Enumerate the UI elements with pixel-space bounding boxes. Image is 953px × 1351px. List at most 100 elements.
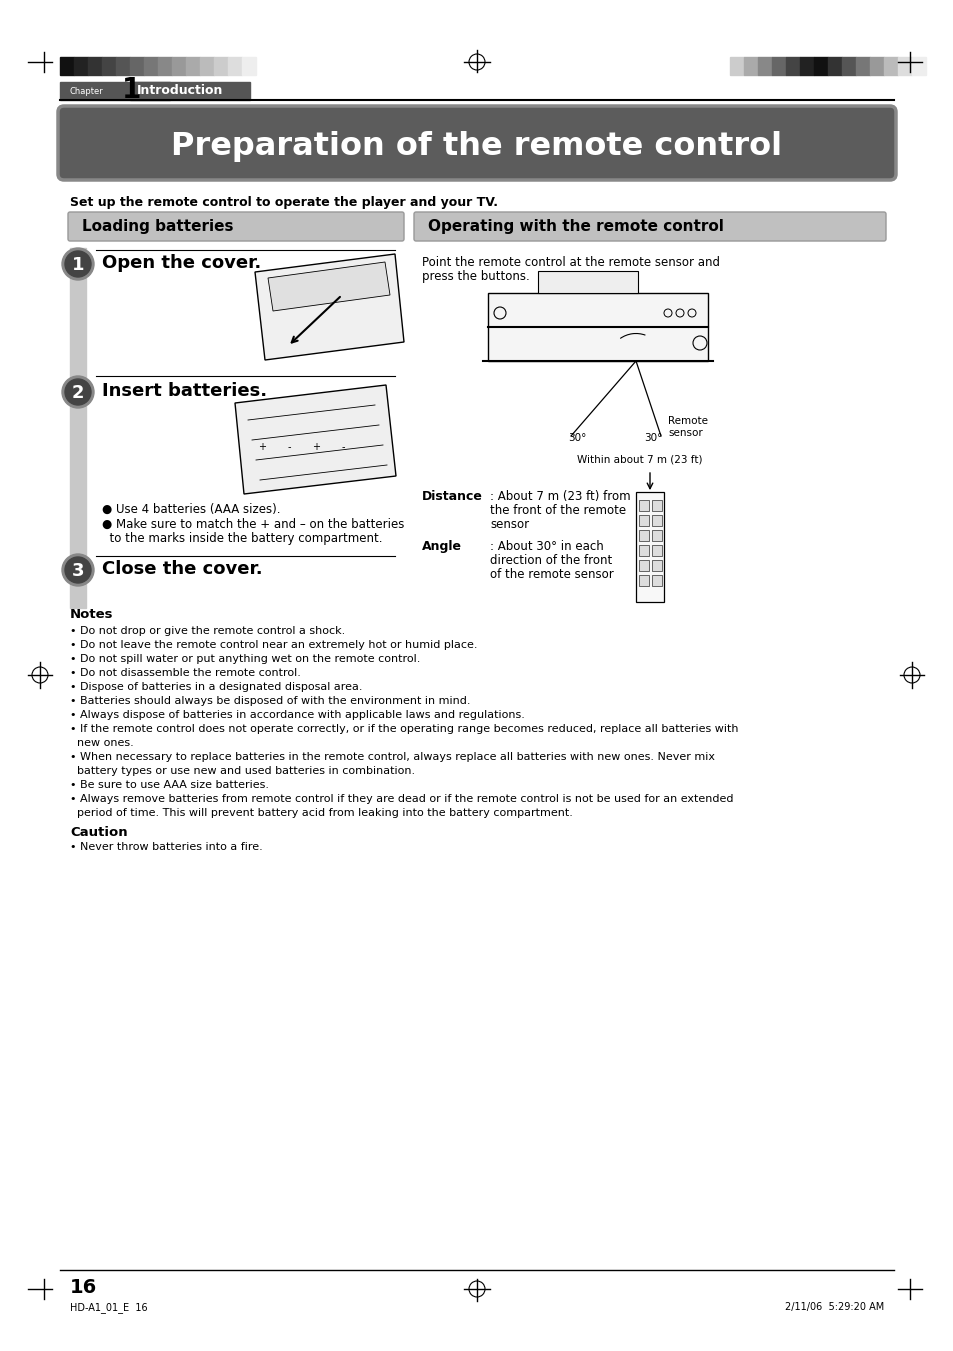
Bar <box>651 500 661 511</box>
Bar <box>88 57 102 76</box>
Text: sensor: sensor <box>490 517 529 531</box>
Text: period of time. This will prevent battery acid from leaking into the battery com: period of time. This will prevent batter… <box>70 808 572 817</box>
Text: • Batteries should always be disposed of with the environment in mind.: • Batteries should always be disposed of… <box>70 696 470 707</box>
Bar <box>827 57 841 76</box>
Bar <box>651 515 661 526</box>
Bar <box>897 57 911 76</box>
Text: • Dispose of batteries in a designated disposal area.: • Dispose of batteries in a designated d… <box>70 682 362 692</box>
Bar <box>855 57 869 76</box>
Bar <box>771 57 785 76</box>
Bar <box>841 57 855 76</box>
Bar <box>883 57 897 76</box>
Text: Insert batteries.: Insert batteries. <box>102 382 267 400</box>
Bar <box>213 57 228 76</box>
FancyBboxPatch shape <box>414 212 885 240</box>
Bar <box>74 57 88 76</box>
Bar <box>729 57 743 76</box>
Bar <box>639 544 648 557</box>
Text: the front of the remote: the front of the remote <box>490 504 625 517</box>
Text: direction of the front: direction of the front <box>490 554 612 567</box>
Text: -: - <box>341 442 344 453</box>
Bar <box>537 272 638 293</box>
Bar <box>639 576 648 586</box>
Bar <box>228 57 242 76</box>
Text: Chapter: Chapter <box>70 86 104 96</box>
Text: 30°: 30° <box>567 434 586 443</box>
Bar <box>200 57 213 76</box>
Text: • Be sure to use AAA size batteries.: • Be sure to use AAA size batteries. <box>70 780 269 790</box>
Text: new ones.: new ones. <box>70 738 133 748</box>
Bar <box>639 530 648 540</box>
Text: Point the remote control at the remote sensor and: Point the remote control at the remote s… <box>421 255 720 269</box>
Bar <box>636 492 663 603</box>
Text: -: - <box>287 442 291 453</box>
Bar <box>639 561 648 571</box>
Text: 16: 16 <box>70 1278 97 1297</box>
Bar <box>800 57 813 76</box>
Polygon shape <box>234 385 395 494</box>
Bar <box>116 57 130 76</box>
Text: 30°: 30° <box>643 434 661 443</box>
Text: • Do not disassemble the remote control.: • Do not disassemble the remote control. <box>70 667 300 678</box>
Polygon shape <box>254 254 403 359</box>
Bar <box>102 57 116 76</box>
Text: Open the cover.: Open the cover. <box>102 254 261 272</box>
Bar <box>60 57 74 76</box>
Bar <box>813 57 827 76</box>
Bar <box>130 82 250 100</box>
Text: to the marks inside the battery compartment.: to the marks inside the battery compartm… <box>102 532 382 544</box>
Text: 2/11/06  5:29:20 AM: 2/11/06 5:29:20 AM <box>784 1302 883 1312</box>
Circle shape <box>65 557 91 584</box>
Text: +: + <box>257 442 266 453</box>
Circle shape <box>62 249 94 280</box>
Circle shape <box>65 380 91 405</box>
Text: • Do not drop or give the remote control a shock.: • Do not drop or give the remote control… <box>70 626 345 636</box>
Bar <box>651 576 661 586</box>
Circle shape <box>62 376 94 408</box>
Bar <box>651 544 661 557</box>
Bar <box>144 57 158 76</box>
Text: Notes: Notes <box>70 608 113 621</box>
Bar <box>158 57 172 76</box>
Text: of the remote sensor: of the remote sensor <box>490 567 613 581</box>
Text: Within about 7 m (23 ft): Within about 7 m (23 ft) <box>577 455 702 465</box>
Text: ● Make sure to match the + and – on the batteries: ● Make sure to match the + and – on the … <box>102 517 404 531</box>
Text: 2: 2 <box>71 384 84 403</box>
Text: Introduction: Introduction <box>137 85 223 97</box>
Bar <box>70 249 86 608</box>
Bar <box>651 530 661 540</box>
Text: ● Use 4 batteries (AAA sizes).: ● Use 4 batteries (AAA sizes). <box>102 503 280 516</box>
Bar <box>651 561 661 571</box>
Text: Preparation of the remote control: Preparation of the remote control <box>172 131 781 162</box>
Text: • When necessary to replace batteries in the remote control, always replace all : • When necessary to replace batteries in… <box>70 753 714 762</box>
Bar <box>130 57 144 76</box>
Text: • Never throw batteries into a fire.: • Never throw batteries into a fire. <box>70 842 262 852</box>
Bar <box>869 57 883 76</box>
Text: Remote
sensor: Remote sensor <box>667 416 707 438</box>
Text: Angle: Angle <box>421 540 461 553</box>
Text: 1: 1 <box>122 76 141 104</box>
Text: Loading batteries: Loading batteries <box>82 219 233 235</box>
Bar <box>172 57 186 76</box>
Text: Set up the remote control to operate the player and your TV.: Set up the remote control to operate the… <box>70 196 497 209</box>
Text: battery types or use new and used batteries in combination.: battery types or use new and used batter… <box>70 766 415 775</box>
Text: • Do not leave the remote control near an extremely hot or humid place.: • Do not leave the remote control near a… <box>70 640 477 650</box>
Bar <box>743 57 758 76</box>
Polygon shape <box>268 262 390 311</box>
Text: Close the cover.: Close the cover. <box>102 561 262 578</box>
Bar <box>785 57 800 76</box>
Text: Caution: Caution <box>70 825 128 839</box>
Text: press the buttons.: press the buttons. <box>421 270 529 282</box>
Bar <box>488 293 707 361</box>
Text: 1: 1 <box>71 255 84 274</box>
FancyBboxPatch shape <box>58 105 895 180</box>
Text: • If the remote control does not operate correctly, or if the operating range be: • If the remote control does not operate… <box>70 724 738 734</box>
Bar <box>242 57 255 76</box>
Text: Operating with the remote control: Operating with the remote control <box>428 219 723 235</box>
Circle shape <box>62 554 94 586</box>
Bar <box>60 82 170 100</box>
Text: • Always dispose of batteries in accordance with applicable laws and regulations: • Always dispose of batteries in accorda… <box>70 711 524 720</box>
Text: HD-A1_01_E  16: HD-A1_01_E 16 <box>70 1302 148 1313</box>
Text: +: + <box>312 442 319 453</box>
Text: : About 30° in each: : About 30° in each <box>490 540 603 553</box>
